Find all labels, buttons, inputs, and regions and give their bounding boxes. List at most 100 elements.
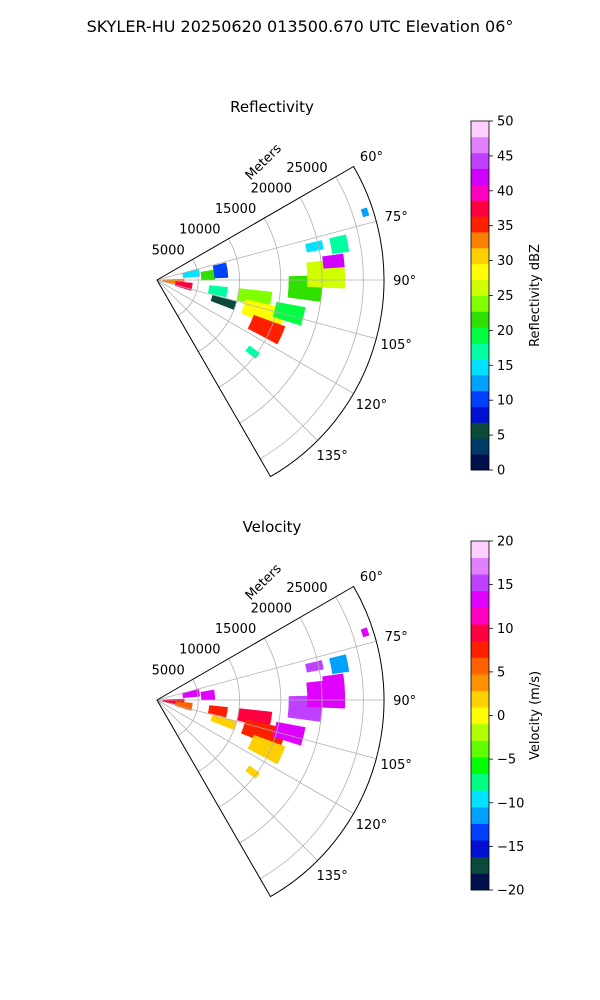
velocity-colorbar-segment xyxy=(471,707,489,725)
velocity-colorbar-segment xyxy=(471,740,489,758)
velocity-colorbar-segment xyxy=(471,773,489,791)
reflectivity-colorbar-tick-label: 45 xyxy=(497,149,514,164)
reflectivity-colorbar-segment xyxy=(471,232,489,249)
velocity-colorbar-segment xyxy=(471,541,489,559)
reflectivity-echo-cell xyxy=(272,301,306,326)
reflectivity-sector-outline xyxy=(156,165,385,478)
reflectivity-colorbar-tick-label: 0 xyxy=(497,464,505,479)
velocity-colorbar-tick-label: 20 xyxy=(497,535,514,550)
velocity-colorbar-segment xyxy=(471,873,489,891)
reflectivity-colorbar-segment xyxy=(471,200,489,217)
reflectivity-range-tick-label: 10000 xyxy=(179,223,220,238)
velocity-colorbar-tick-label: −20 xyxy=(497,884,524,899)
reflectivity-range-tick-label: 15000 xyxy=(215,202,256,217)
velocity-azimuth-tick-label: 120° xyxy=(356,818,387,833)
velocity-azimuth-tick-label: 105° xyxy=(381,758,412,773)
velocity-colorbar-label: Velocity (m/s) xyxy=(528,671,543,760)
reflectivity-range-tick-label: 5000 xyxy=(152,243,185,258)
reflectivity-azimuth-gridline xyxy=(156,279,354,394)
velocity-azimuth-tick-label: 75° xyxy=(385,630,408,645)
reflectivity-colorbar-segment xyxy=(471,390,489,407)
reflectivity-azimuth-gridline xyxy=(156,220,377,281)
reflectivity-colorbar-segment xyxy=(471,279,489,296)
reflectivity-range-ring xyxy=(198,238,240,352)
velocity-colorbar-segment xyxy=(471,823,489,841)
reflectivity-range-ring xyxy=(218,217,282,388)
reflectivity-colorbar-label: Reflectivity dBZ xyxy=(528,244,543,347)
reflectivity-azimuth-tick-label: 120° xyxy=(356,398,387,413)
velocity-colorbar-segment xyxy=(471,840,489,858)
reflectivity-radial-axis-label: Meters xyxy=(243,141,285,183)
velocity-azimuth-tick-label: 90° xyxy=(393,694,416,709)
velocity-colorbar-segment xyxy=(471,607,489,625)
velocity-sector-outline xyxy=(156,585,385,898)
velocity-range-ring xyxy=(198,658,240,772)
velocity-colorbar-segment xyxy=(471,757,489,775)
reflectivity-echo-cell xyxy=(329,234,350,255)
velocity-colorbar-segment xyxy=(471,723,489,741)
velocity-colorbar-tick-label: 15 xyxy=(497,578,514,593)
reflectivity-echo-cell xyxy=(247,314,286,345)
velocity-range-tick-label: 15000 xyxy=(215,622,256,637)
velocity-range-tick-label: 10000 xyxy=(179,643,220,658)
velocity-azimuth-tick-label: 60° xyxy=(360,570,383,585)
reflectivity-colorbar-tick-label: 10 xyxy=(497,394,514,409)
reflectivity-colorbar-segment xyxy=(471,152,489,169)
velocity-echo-cell xyxy=(207,705,228,718)
reflectivity-colorbar-segment xyxy=(471,374,489,392)
reflectivity-colorbar-tick-label: 30 xyxy=(497,254,514,269)
reflectivity-echo-cell xyxy=(322,253,345,269)
velocity-echo-cell xyxy=(329,654,350,675)
velocity-colorbar-tick-label: 5 xyxy=(497,665,505,680)
velocity-azimuth-gridline xyxy=(156,699,318,861)
reflectivity-azimuth-tick-label: 105° xyxy=(381,338,412,353)
reflectivity-panel: Reflectivity 5000 10000 15000 20000 25000Mete… xyxy=(152,98,543,479)
velocity-colorbar-tick-label: 10 xyxy=(497,622,514,637)
velocity-panel-title: Velocity xyxy=(243,518,302,536)
reflectivity-echo-cell xyxy=(207,285,228,298)
velocity-colorbar-tick-label: 0 xyxy=(497,709,505,724)
reflectivity-colorbar-segment xyxy=(471,168,489,185)
reflectivity-panel-title: Reflectivity xyxy=(230,98,314,116)
velocity-azimuth-gridline xyxy=(156,699,354,814)
reflectivity-colorbar-segment xyxy=(471,136,489,154)
velocity-range-ring xyxy=(177,679,199,737)
reflectivity-colorbar-segment xyxy=(471,343,489,360)
velocity-radial-axis-label: Meters xyxy=(243,561,285,603)
velocity-colorbar-segment xyxy=(471,790,489,808)
reflectivity-azimuth-tick-label: 135° xyxy=(316,449,347,464)
figure-title: SKYLER-HU 20250620 013500.670 UTC Elevat… xyxy=(87,17,514,36)
reflectivity-colorbar-segment xyxy=(471,327,489,344)
velocity-colorbar-segment xyxy=(471,657,489,675)
reflectivity-colorbar-segment xyxy=(471,263,489,281)
reflectivity-echo-cell xyxy=(245,345,260,359)
velocity-echo-cell xyxy=(360,627,370,638)
reflectivity-azimuth-tick-label: 90° xyxy=(393,274,416,289)
reflectivity-colorbar-tick-label: 40 xyxy=(497,184,514,199)
velocity-colorbar-tick-label: −15 xyxy=(497,840,524,855)
reflectivity-azimuth-tick-label: 60° xyxy=(360,150,383,165)
reflectivity-colorbar-segment xyxy=(471,247,489,265)
reflectivity-range-tick-label: 20000 xyxy=(251,181,292,196)
reflectivity-range-ring xyxy=(239,197,323,424)
reflectivity-colorbar-segment xyxy=(471,422,489,439)
velocity-range-ring xyxy=(218,637,282,808)
velocity-colorbar-segment xyxy=(471,640,489,658)
velocity-colorbar-segment xyxy=(471,590,489,608)
velocity-colorbar-segment xyxy=(471,673,489,691)
reflectivity-azimuth-gridline xyxy=(156,279,377,340)
velocity-azimuth-gridline xyxy=(156,640,377,701)
velocity-colorbar-segment xyxy=(471,806,489,824)
reflectivity-colorbar-tick-label: 20 xyxy=(497,324,514,339)
reflectivity-azimuth-gridline xyxy=(156,279,318,441)
reflectivity-colorbar-tick-label: 15 xyxy=(497,359,514,374)
reflectivity-colorbar-tick-label: 50 xyxy=(497,115,514,130)
reflectivity-colorbar-segment xyxy=(471,454,489,471)
velocity-range-ring xyxy=(239,617,323,844)
velocity-echo-cell xyxy=(272,721,306,746)
reflectivity-colorbar-tick-label: 35 xyxy=(497,219,514,234)
reflectivity-colorbar-segment xyxy=(471,184,489,201)
reflectivity-colorbar-segment xyxy=(471,406,489,423)
